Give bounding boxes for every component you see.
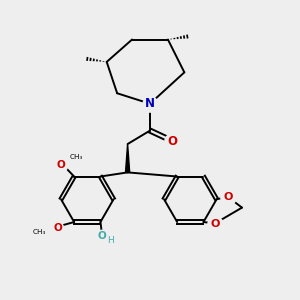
- Text: O: O: [57, 160, 66, 170]
- Text: N: N: [145, 97, 155, 110]
- Text: O: O: [167, 134, 177, 148]
- Text: CH₃: CH₃: [69, 154, 83, 160]
- Text: O: O: [210, 218, 220, 229]
- Text: O: O: [53, 223, 62, 233]
- Text: O: O: [98, 231, 106, 241]
- Text: CH₃: CH₃: [33, 229, 46, 235]
- Text: H: H: [107, 236, 113, 245]
- Polygon shape: [125, 144, 130, 172]
- Text: O: O: [223, 192, 232, 202]
